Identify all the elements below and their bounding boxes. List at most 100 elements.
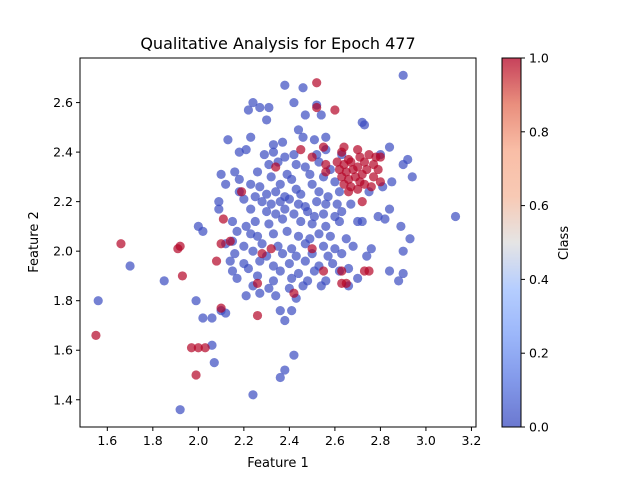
point-class-0 (384, 266, 395, 276)
point-class-0 (275, 197, 285, 207)
chart-title: Qualitative Analysis for Epoch 477 (140, 34, 415, 53)
point-class-0 (266, 172, 276, 182)
point-class-0 (252, 271, 263, 281)
point-class-0 (398, 70, 408, 80)
point-class-1 (353, 145, 363, 155)
point-class-0 (309, 266, 320, 276)
point-class-1 (362, 164, 372, 175)
point-class-0 (321, 199, 331, 209)
point-class-1 (289, 288, 299, 298)
point-class-1 (364, 266, 374, 276)
point-class-0 (257, 239, 267, 249)
point-class-0 (312, 197, 322, 207)
point-class-0 (380, 214, 390, 224)
point-class-0 (214, 197, 224, 207)
point-class-0 (300, 239, 310, 249)
point-class-0 (264, 283, 274, 293)
point-class-1 (348, 164, 358, 175)
point-class-0 (243, 263, 254, 274)
point-class-0 (262, 206, 272, 217)
point-class-0 (271, 187, 281, 197)
point-class-0 (316, 110, 326, 120)
point-class-0 (248, 390, 258, 400)
point-class-0 (241, 145, 251, 155)
y-tick-label: 2.2 (53, 194, 73, 209)
point-class-0 (250, 216, 260, 227)
point-class-0 (291, 251, 301, 261)
point-class-0 (450, 211, 461, 222)
y-tick-label: 2.6 (53, 95, 73, 110)
point-class-0 (246, 179, 256, 189)
colorbar (501, 57, 522, 428)
point-class-0 (357, 216, 367, 227)
point-class-0 (287, 174, 297, 184)
point-class-0 (328, 258, 338, 269)
point-class-0 (268, 261, 279, 271)
point-class-0 (341, 234, 351, 244)
point-class-0 (243, 105, 254, 115)
point-class-0 (268, 276, 279, 286)
y-tick-label: 1.4 (53, 392, 73, 407)
point-class-0 (384, 142, 395, 152)
point-class-1 (307, 152, 317, 162)
point-class-0 (246, 204, 256, 214)
point-class-1 (236, 187, 247, 197)
point-class-0 (223, 135, 233, 145)
point-class-0 (209, 358, 219, 368)
point-class-0 (268, 140, 279, 150)
point-class-1 (211, 256, 222, 266)
point-class-0 (291, 159, 301, 170)
point-class-0 (398, 159, 408, 170)
point-class-0 (246, 132, 256, 142)
point-class-0 (280, 204, 290, 214)
point-class-0 (394, 276, 404, 286)
point-class-0 (289, 350, 299, 360)
x-tick-label: 1.8 (143, 433, 163, 448)
point-class-0 (300, 256, 310, 266)
point-class-0 (277, 214, 288, 224)
point-class-0 (289, 97, 299, 108)
point-class-0 (387, 177, 397, 187)
point-class-0 (314, 187, 324, 197)
point-class-0 (293, 125, 304, 135)
point-class-1 (296, 145, 306, 155)
point-class-0 (175, 405, 185, 415)
point-class-0 (230, 249, 240, 259)
point-class-0 (232, 273, 242, 284)
point-class-1 (252, 310, 263, 321)
point-class-0 (321, 221, 331, 232)
point-class-1 (193, 343, 203, 353)
y-axis-ticks: 1.4 1.6 1.8 2.0 2.2 2.4 2.6 (53, 95, 80, 407)
point-class-0 (334, 187, 345, 197)
point-class-0 (280, 365, 290, 375)
point-class-0 (384, 204, 395, 214)
point-class-0 (266, 199, 276, 209)
point-class-0 (275, 179, 285, 189)
point-class-0 (264, 219, 274, 229)
point-class-0 (293, 231, 304, 241)
point-class-0 (248, 246, 258, 256)
point-class-1 (343, 187, 354, 197)
point-class-1 (366, 182, 376, 192)
point-class-0 (330, 244, 340, 254)
point-class-0 (159, 276, 169, 286)
point-class-0 (314, 229, 324, 239)
point-class-0 (275, 306, 285, 316)
point-class-0 (289, 209, 299, 219)
x-tick-label: 2.2 (234, 433, 254, 448)
point-class-0 (252, 167, 263, 177)
point-class-1 (339, 142, 349, 152)
point-class-0 (275, 372, 285, 383)
point-class-0 (298, 281, 308, 291)
point-class-0 (255, 256, 265, 266)
point-class-1 (191, 370, 201, 380)
point-class-1 (375, 152, 386, 162)
point-class-0 (262, 115, 272, 125)
point-class-0 (264, 102, 274, 113)
x-axis-label: Feature 1 (247, 456, 309, 471)
point-class-0 (287, 306, 297, 316)
x-tick-label: 3.0 (416, 433, 436, 448)
point-class-0 (275, 266, 285, 276)
x-tick-label: 1.6 (97, 433, 117, 448)
